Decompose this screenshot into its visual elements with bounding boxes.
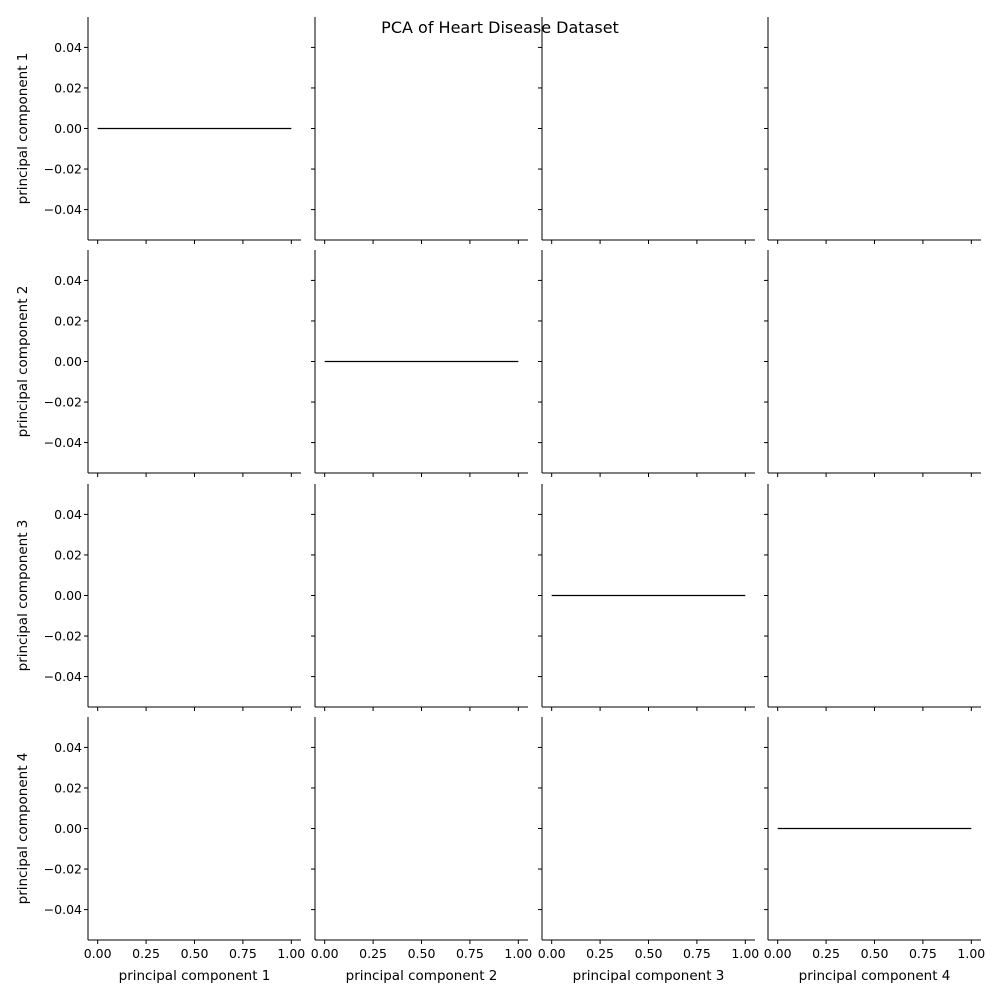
x-tick-label: 0.00	[311, 946, 339, 961]
y-tick-label: −0.04	[44, 669, 82, 684]
y-axis-label: principal component 3	[15, 520, 31, 672]
y-axis-label: principal component 2	[15, 286, 31, 438]
x-tick-label: 1.00	[504, 946, 532, 961]
y-tick-label: −0.04	[44, 202, 82, 217]
x-tick-label: 0.00	[84, 946, 112, 961]
x-tick-label: 0.25	[359, 946, 387, 961]
y-tick-label: 0.04	[54, 273, 82, 288]
x-tick-label: 0.75	[683, 946, 711, 961]
x-axis-label: principal component 1	[119, 968, 271, 984]
x-tick-label: 0.25	[586, 946, 614, 961]
y-tick-label: 0.02	[54, 313, 82, 328]
y-tick-label: 0.00	[54, 588, 82, 603]
x-tick-label: 1.00	[957, 946, 985, 961]
y-tick-label: 0.02	[54, 547, 82, 562]
x-tick-label: 0.50	[635, 946, 663, 961]
x-tick-label: 0.00	[764, 946, 792, 961]
y-tick-label: 0.02	[54, 80, 82, 95]
y-tick-label: −0.02	[44, 395, 82, 410]
y-tick-label: 0.04	[54, 507, 82, 522]
x-tick-label: 0.50	[181, 946, 209, 961]
x-tick-label: 0.00	[538, 946, 566, 961]
x-tick-label: 0.25	[132, 946, 160, 961]
chart-title: PCA of Heart Disease Dataset	[381, 18, 619, 37]
y-tick-label: 0.00	[54, 121, 82, 136]
y-tick-label: 0.04	[54, 40, 82, 55]
y-tick-label: −0.02	[44, 162, 82, 177]
x-tick-label: 1.00	[731, 946, 759, 961]
y-tick-label: −0.02	[44, 629, 82, 644]
y-tick-label: −0.04	[44, 902, 82, 917]
x-tick-label: 0.75	[909, 946, 937, 961]
x-tick-label: 0.75	[229, 946, 257, 961]
x-tick-label: 0.50	[408, 946, 436, 961]
y-axis-label: principal component 4	[15, 753, 31, 905]
x-tick-label: 0.75	[456, 946, 484, 961]
y-tick-label: 0.04	[54, 740, 82, 755]
x-tick-label: 0.25	[812, 946, 840, 961]
y-tick-label: −0.02	[44, 862, 82, 877]
y-tick-label: 0.00	[54, 821, 82, 836]
y-tick-label: −0.04	[44, 435, 82, 450]
x-axis-label: principal component 2	[346, 968, 498, 984]
y-axis-label: principal component 1	[15, 53, 31, 205]
x-axis-label: principal component 4	[799, 968, 951, 984]
x-axis-label: principal component 3	[573, 968, 725, 984]
y-tick-label: 0.00	[54, 354, 82, 369]
x-tick-label: 1.00	[277, 946, 305, 961]
y-tick-label: 0.02	[54, 780, 82, 795]
x-tick-label: 0.50	[861, 946, 889, 961]
